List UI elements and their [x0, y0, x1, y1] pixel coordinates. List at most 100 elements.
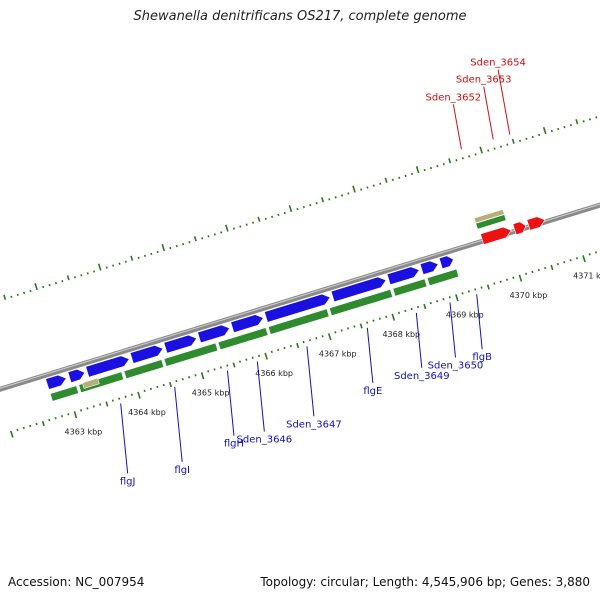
- minor-tick: [277, 348, 280, 352]
- minor-tick: [391, 178, 394, 181]
- minor-tick: [366, 321, 369, 324]
- reverse-gene[interactable]: [123, 359, 165, 380]
- gene-label-leader: [415, 312, 423, 368]
- reverse-gene[interactable]: [426, 268, 460, 287]
- forward-gene[interactable]: [197, 324, 231, 344]
- major-tick: [288, 205, 293, 213]
- minor-tick: [512, 276, 515, 279]
- minor-tick: [321, 335, 324, 338]
- reverse-gene[interactable]: [163, 342, 219, 367]
- backbone-line: [0, 202, 600, 392]
- forward-gene[interactable]: [386, 266, 420, 286]
- minor-tick: [423, 168, 426, 172]
- minor-tick: [80, 274, 83, 277]
- gene-label-leader: [306, 346, 315, 417]
- gene-label-leader: [476, 294, 483, 350]
- minor-tick: [29, 424, 32, 428]
- gene-label-sden_3650[interactable]: Sden_3650: [428, 360, 484, 371]
- minor-tick: [525, 272, 528, 276]
- minor-tick: [309, 203, 312, 207]
- major-tick: [542, 127, 547, 135]
- minor-tick: [156, 250, 159, 254]
- minor-tick: [41, 420, 45, 427]
- minor-tick: [213, 233, 216, 236]
- major-tick: [352, 185, 356, 193]
- minor-tick: [557, 127, 560, 131]
- reverse-gene[interactable]: [49, 385, 79, 402]
- minor-tick: [168, 381, 172, 388]
- minor-tick: [575, 119, 579, 125]
- forward-gene[interactable]: [330, 276, 387, 303]
- minor-tick: [42, 285, 45, 289]
- gene-label-sden_3647[interactable]: Sden_3647: [286, 419, 342, 430]
- major-tick: [391, 313, 396, 321]
- gene-label-flgh[interactable]: flgH: [224, 439, 244, 450]
- minor-tick: [416, 305, 420, 309]
- minor-tick: [143, 389, 146, 393]
- reverse-gene[interactable]: [217, 327, 269, 351]
- minor-tick: [175, 244, 178, 248]
- major-tick: [582, 255, 586, 263]
- minor-tick: [271, 215, 274, 219]
- minor-tick: [79, 409, 83, 412]
- upper-green-feature[interactable]: [475, 214, 507, 230]
- reverse-gene[interactable]: [328, 289, 394, 317]
- forward-gene[interactable]: [67, 368, 86, 383]
- minor-tick: [29, 289, 32, 293]
- forward-gene[interactable]: [45, 374, 67, 390]
- reverse-gene[interactable]: [392, 278, 428, 297]
- upper-tan-feature[interactable]: [473, 209, 505, 224]
- minor-tick: [251, 356, 254, 359]
- minor-tick: [537, 268, 540, 272]
- gene-label-flge[interactable]: flgE: [363, 386, 382, 397]
- gene-label-sden_3653[interactable]: Sden_3653: [456, 75, 512, 86]
- minor-tick: [220, 231, 223, 234]
- gene-label-leader: [226, 370, 235, 436]
- minor-tick: [277, 213, 280, 217]
- minor-tick: [455, 159, 458, 162]
- gene-label-sden_3649[interactable]: Sden_3649: [394, 371, 450, 382]
- minor-tick: [448, 158, 452, 164]
- reverse-gene[interactable]: [267, 308, 330, 335]
- minor-tick: [302, 340, 305, 344]
- forward-gene[interactable]: [85, 355, 130, 378]
- forward-gene[interactable]: [163, 334, 198, 354]
- gene-label-sden_3654[interactable]: Sden_3654: [470, 58, 526, 69]
- gene-label-flgb[interactable]: flgB: [472, 352, 492, 363]
- gene-label-sden_3646[interactable]: Sden_3646: [237, 435, 293, 446]
- gene-label-flgj[interactable]: flgJ: [120, 476, 136, 487]
- highlight-gene[interactable]: [512, 221, 527, 235]
- forward-gene[interactable]: [230, 314, 264, 333]
- highlight-gene[interactable]: [480, 226, 512, 245]
- minor-tick: [112, 264, 115, 267]
- minor-tick: [328, 198, 331, 201]
- minor-tick: [22, 426, 25, 430]
- major-tick: [518, 274, 523, 282]
- gene-label-sden_3652[interactable]: Sden_3652: [426, 92, 482, 103]
- gene-label-leader: [256, 361, 265, 432]
- tan-feature[interactable]: [81, 377, 100, 389]
- minor-tick: [149, 387, 153, 391]
- gene-label-flgi[interactable]: flgI: [174, 465, 190, 476]
- major-tick: [264, 352, 268, 360]
- reverse-gene[interactable]: [78, 371, 125, 393]
- minor-tick: [379, 182, 382, 185]
- kbp-label: 4363 kbp: [65, 427, 103, 436]
- forward-gene[interactable]: [438, 255, 454, 270]
- minor-tick: [23, 291, 26, 295]
- kbp-label: 4371 kbp: [573, 271, 600, 280]
- minor-tick: [193, 236, 197, 242]
- forward-gene[interactable]: [129, 345, 164, 364]
- forward-gene[interactable]: [264, 293, 331, 323]
- minor-tick: [340, 329, 343, 332]
- minor-tick: [118, 397, 121, 400]
- forward-gene[interactable]: [419, 260, 439, 275]
- minor-tick: [511, 138, 515, 144]
- minor-tick: [461, 157, 464, 160]
- minor-tick: [372, 319, 375, 322]
- minor-tick: [92, 405, 95, 408]
- major-tick: [327, 333, 332, 341]
- minor-tick: [3, 294, 7, 300]
- highlight-gene[interactable]: [526, 216, 546, 231]
